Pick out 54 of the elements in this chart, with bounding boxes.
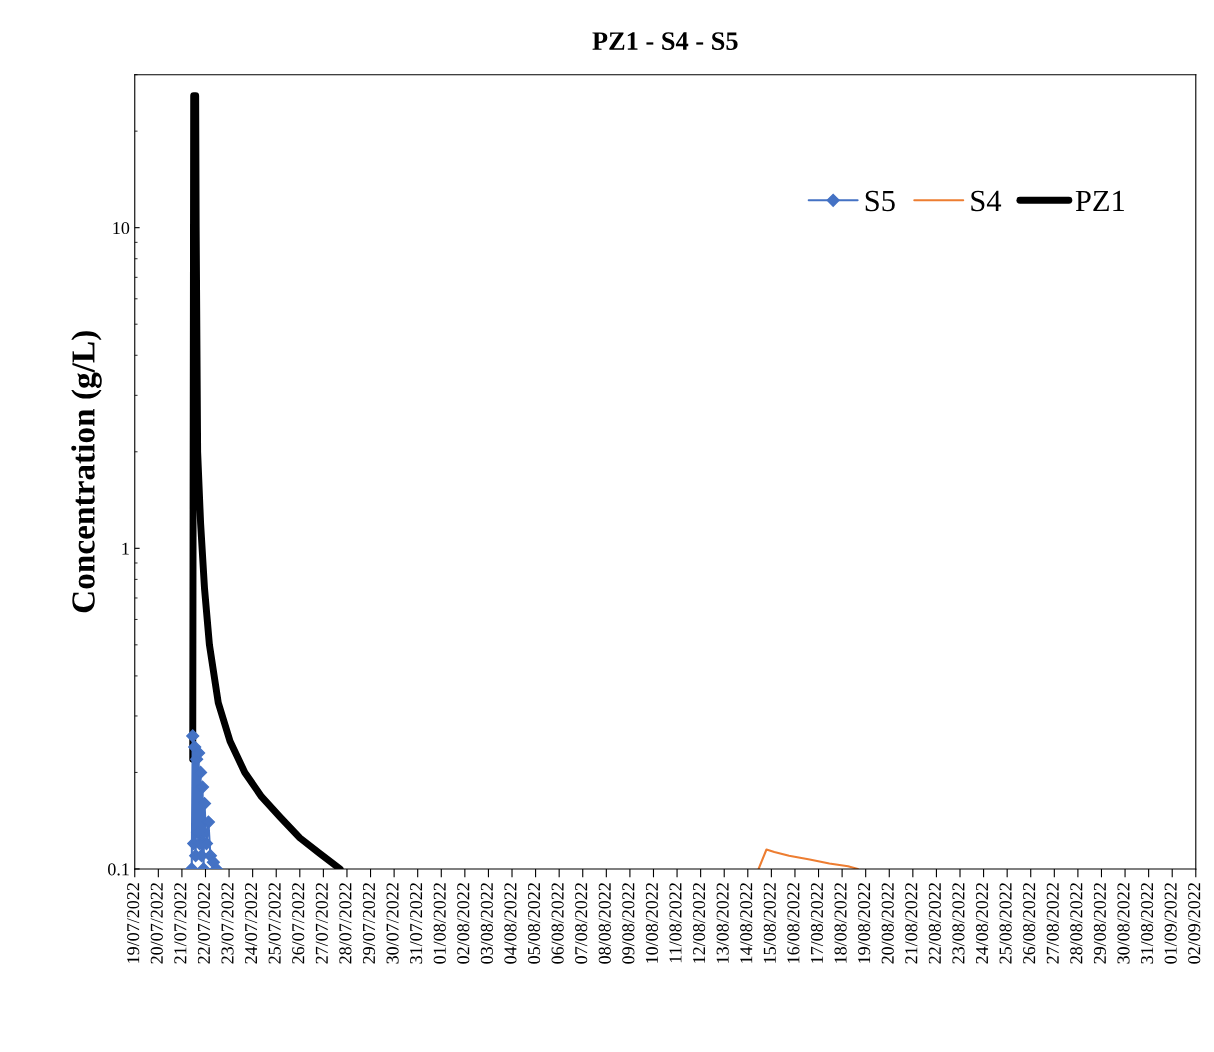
x-tick-label: 26/07/2022 [292,883,305,964]
x-tick-label: 27/07/2022 [315,883,328,964]
x-tick-label: 08/08/2022 [598,883,611,964]
x-tick-label: 12/08/2022 [692,883,706,963]
x-tick-label: 14/08/2022 [740,883,753,963]
x-tick-label: 21/07/2022 [174,883,187,964]
legend-label: S4 [971,190,1002,212]
x-tick-label: 26/08/2022 [1023,883,1036,964]
x-tick-label: 31/08/2022 [1140,883,1154,964]
x-tick-label: 24/07/2022 [244,883,258,964]
x-tick-label: 01/08/2022 [433,883,446,964]
x-tick-label: 27/08/2022 [1046,883,1059,964]
x-tick-label: 10/08/2022 [645,883,658,963]
x-tick-label: 13/08/2022 [716,883,729,963]
x-tick-label: 29/07/2022 [362,883,376,964]
x-tick-label: 07/08/2022 [575,883,588,964]
x-tick-label: 16/08/2022 [787,883,800,963]
x-tick-label: 31/07/2022 [410,883,423,964]
x-tick-label: 22/07/2022 [197,883,211,964]
x-tick-label: 29/08/2022 [1093,883,1106,964]
x-tick-label: 25/07/2022 [268,883,281,964]
x-tick-label: 04/08/2022 [504,883,517,964]
chart-title: PZ1 - S4 - S5 [592,32,738,50]
x-tick-label: 02/08/2022 [457,883,470,964]
x-tick-label: 09/08/2022 [622,883,635,964]
legend-label: PZ1 [1075,190,1125,211]
x-tick-label: 01/09/2022 [1164,883,1177,964]
x-tick-label: 19/07/2022 [127,883,140,963]
y-axis-title: Concentration (g/L) [71,331,102,613]
x-tick-label: 30/08/2022 [1117,883,1130,964]
x-tick-label: 30/07/2022 [386,883,399,964]
x-tick-label: 23/07/2022 [221,883,234,964]
x-tick-label: 17/08/2022 [810,883,824,963]
x-tick-label: 20/07/2022 [150,883,163,964]
x-tick-label: 21/08/2022 [905,883,918,964]
x-tick-label: 20/08/2022 [881,883,894,964]
legend-label: S5 [865,190,895,212]
x-tick-label: 19/08/2022 [858,883,871,963]
y-tick-label: 10 [113,221,130,235]
x-tick-label: 11/08/2022 [669,883,682,963]
y-tick-label: 0.1 [108,863,129,876]
y-tick-label: 1 [122,542,129,555]
x-tick-label: 28/07/2022 [339,883,352,964]
x-tick-label: 25/08/2022 [999,883,1012,964]
x-tick-label: 02/09/2022 [1188,883,1201,964]
x-tick-label: 18/08/2022 [834,883,847,963]
x-tick-label: 28/08/2022 [1070,883,1083,964]
x-tick-label: 24/08/2022 [975,883,989,964]
x-tick-label: 03/08/2022 [480,883,493,964]
x-tick-label: 22/08/2022 [928,883,941,964]
x-tick-label: 15/08/2022 [763,883,776,963]
x-tick-label: 05/08/2022 [527,883,541,964]
x-tick-label: 23/08/2022 [952,883,965,964]
x-tick-label: 06/08/2022 [551,883,564,964]
